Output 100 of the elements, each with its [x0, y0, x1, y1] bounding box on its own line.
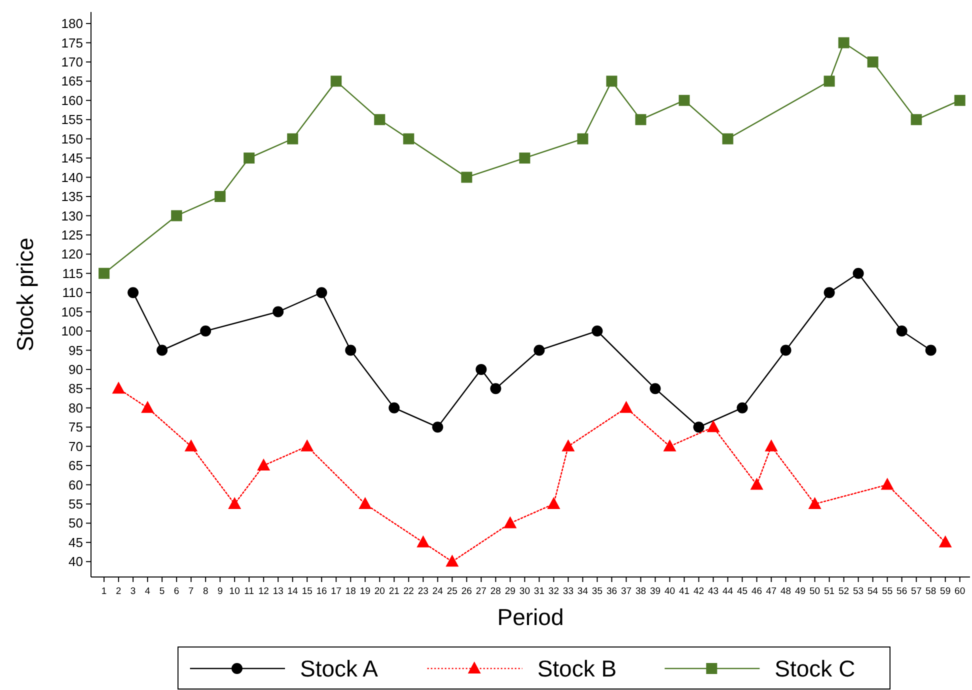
point [461, 172, 472, 183]
x-tick-label: 37 [620, 586, 632, 597]
point [374, 114, 386, 126]
point [780, 344, 792, 356]
x-tick-label: 30 [519, 586, 530, 597]
point [925, 344, 936, 356]
point [300, 439, 314, 452]
x-tick-label: 2 [116, 586, 122, 597]
point [156, 344, 168, 356]
x-tick-label: 29 [504, 586, 516, 597]
x-tick-label: 25 [446, 586, 458, 597]
point [141, 400, 154, 413]
y-tick-label: 110 [62, 285, 83, 300]
x-tick-label: 42 [693, 586, 704, 597]
point [128, 287, 139, 298]
x-tick-label: 13 [272, 586, 284, 597]
x-tick-label: 24 [432, 586, 443, 597]
x-tick-label: 27 [476, 586, 486, 597]
y-tick-label: 65 [68, 458, 83, 474]
point [330, 76, 342, 87]
x-tick-label: 17 [330, 586, 342, 597]
point [764, 439, 778, 452]
x-tick-label: 26 [461, 586, 472, 597]
y-tick-label: 160 [61, 92, 83, 108]
point [824, 76, 835, 87]
point [722, 133, 734, 144]
point [416, 535, 430, 548]
point [838, 37, 850, 48]
y-tick-label: 115 [62, 266, 83, 281]
point [678, 94, 690, 106]
point [880, 478, 894, 490]
legend-label: Stock C [774, 656, 856, 682]
x-tick-label: 48 [780, 586, 792, 597]
y-tick-label: 95 [68, 342, 83, 358]
y-tick-label: 50 [68, 516, 83, 531]
x-tick-label: 28 [490, 586, 501, 597]
x-tick-label: 60 [954, 586, 966, 597]
point [358, 496, 372, 509]
y-tick-label: 45 [68, 534, 83, 550]
x-tick-label: 43 [708, 586, 719, 597]
legend-label: Stock A [300, 656, 379, 682]
y-tick-label: 150 [61, 131, 83, 146]
y-tick-label: 80 [68, 400, 83, 416]
x-tick-label: 22 [403, 586, 414, 597]
point [706, 420, 720, 432]
point [519, 152, 530, 164]
point [257, 458, 270, 471]
y-tick-label: 130 [61, 208, 83, 224]
point [244, 152, 255, 164]
point [852, 268, 864, 279]
y-tick-label: 105 [61, 304, 83, 320]
y-tick-label: 180 [61, 16, 83, 32]
x-tick-label: 9 [217, 586, 223, 597]
point [200, 326, 212, 337]
point [736, 402, 748, 414]
legend-label: Stock B [537, 656, 617, 682]
x-tick-label: 16 [316, 586, 327, 597]
point [98, 268, 110, 279]
point [650, 383, 661, 394]
y-tick-label: 145 [61, 150, 83, 166]
x-tick-label: 3 [130, 586, 136, 597]
x-tick-label: 45 [736, 586, 748, 597]
y-tick-label: 175 [61, 35, 83, 50]
x-tick-label: 18 [345, 586, 356, 597]
x-tick-label: 38 [635, 586, 646, 597]
x-tick-label: 21 [388, 586, 400, 597]
point [504, 516, 517, 528]
x-tick-label: 36 [606, 586, 618, 597]
x-tick-label: 57 [911, 586, 922, 597]
x-tick-label: 1 [101, 586, 107, 597]
x-tick-label: 11 [244, 586, 254, 597]
x-tick-label: 56 [896, 586, 908, 597]
x-tick-label: 52 [838, 586, 850, 597]
x-tick-label: 33 [562, 586, 574, 597]
point [938, 535, 952, 548]
point [910, 114, 922, 126]
x-tick-label: 44 [722, 586, 734, 597]
point [867, 56, 878, 68]
point [620, 400, 633, 413]
x-tick-label: 53 [853, 586, 864, 597]
point [171, 210, 182, 222]
y-tick-label: 140 [61, 170, 83, 185]
x-tick-label: 12 [258, 586, 269, 597]
point [750, 478, 764, 490]
x-tick-label: 49 [795, 586, 806, 597]
point [403, 133, 414, 144]
point [562, 439, 575, 452]
point [214, 190, 226, 202]
x-tick-label: 51 [824, 586, 835, 597]
y-tick-label: 100 [61, 324, 83, 339]
x-tick-label: 54 [868, 586, 878, 597]
x-tick-label: 40 [664, 586, 676, 597]
point [345, 344, 356, 356]
point [808, 496, 822, 509]
point [547, 496, 560, 509]
point [635, 114, 646, 126]
point [388, 402, 400, 414]
point [606, 76, 618, 87]
x-tick-label: 14 [287, 586, 298, 597]
y-tick-label: 125 [61, 227, 83, 242]
